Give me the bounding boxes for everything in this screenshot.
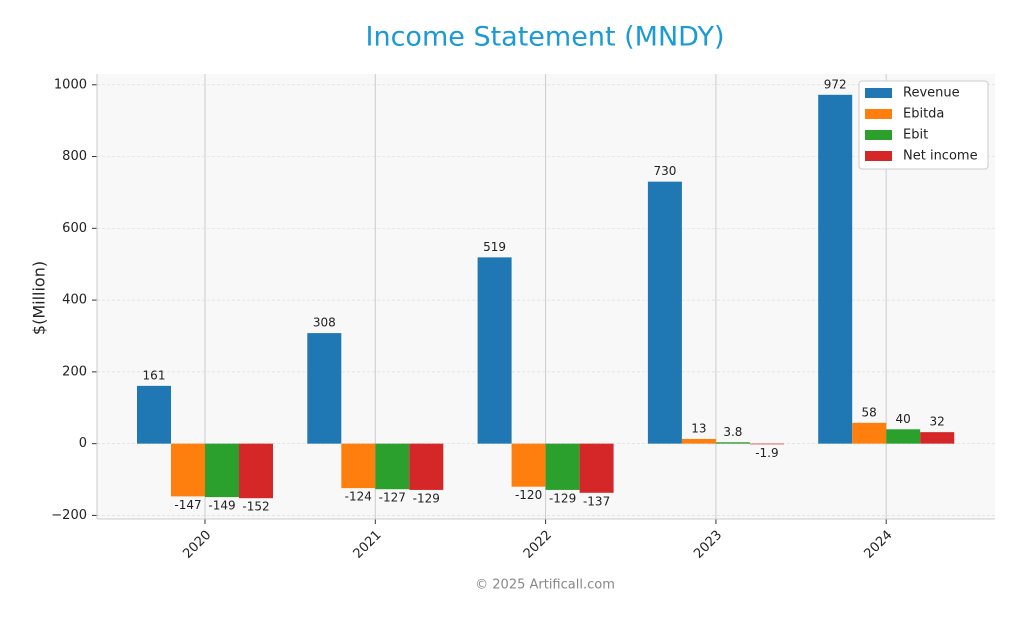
value-label: 972 [824,77,847,91]
bar [171,443,205,497]
value-label: 32 [930,415,945,429]
x-tick-label: 2022 [521,528,555,562]
bar [920,432,955,444]
value-label: -1.9 [755,446,778,460]
bar [409,443,444,490]
bar [477,257,512,444]
value-label: -152 [242,500,269,514]
y-tick-label: 200 [62,364,87,379]
value-label: 308 [313,316,336,330]
x-tick-label: 2023 [691,528,725,562]
y-axis-label: $(Million) [30,261,49,335]
value-label: 3.8 [723,425,742,439]
bar [137,385,171,444]
x-tick-label: 2021 [351,528,385,562]
legend-label: Net income [903,149,978,164]
bar [545,443,580,490]
y-tick-label: 1000 [54,77,87,92]
legend-swatch [865,109,892,119]
bar [681,438,716,444]
legend-swatch [865,88,892,98]
chart-title: Income Statement (MNDY) [366,22,725,53]
x-tick-label: 2020 [180,528,214,562]
legend-label: Ebit [903,128,928,143]
footer: © 2025 Artificall.com [475,578,615,593]
value-label: -129 [549,491,576,505]
bar [239,443,273,499]
value-label: 13 [691,421,706,435]
value-label: 58 [862,405,877,419]
value-label: -137 [583,494,610,508]
value-label: -149 [208,499,235,513]
value-label: -147 [174,498,201,512]
value-label: -124 [345,490,372,504]
bar [647,181,682,444]
value-label: 161 [143,368,166,382]
y-tick-label: 800 [62,149,87,164]
bar [375,443,410,490]
y-tick-label: 0 [79,436,87,451]
y-tick-label: 400 [62,293,87,308]
y-tick-label: 600 [62,221,87,236]
value-label: -127 [379,491,406,505]
value-label: 730 [653,164,676,178]
value-label: 519 [483,240,506,254]
bar [205,443,239,498]
value-label: -120 [515,488,542,502]
legend-label: Ebitda [903,107,944,122]
bar [715,442,750,444]
x-tick-label: 2024 [861,528,895,562]
legend-label: Revenue [903,86,960,101]
legend-swatch [865,130,892,140]
bar [818,94,853,444]
legend-box [858,80,989,170]
legend-swatch [865,151,892,161]
bar [579,443,614,493]
value-label: -129 [413,491,440,505]
bar [749,443,784,445]
bar [852,422,887,444]
bar [341,443,376,489]
y-tick-label: −200 [51,508,87,523]
bar [511,443,546,487]
bar [307,333,342,444]
bar [886,429,921,444]
value-label: 40 [896,412,911,426]
